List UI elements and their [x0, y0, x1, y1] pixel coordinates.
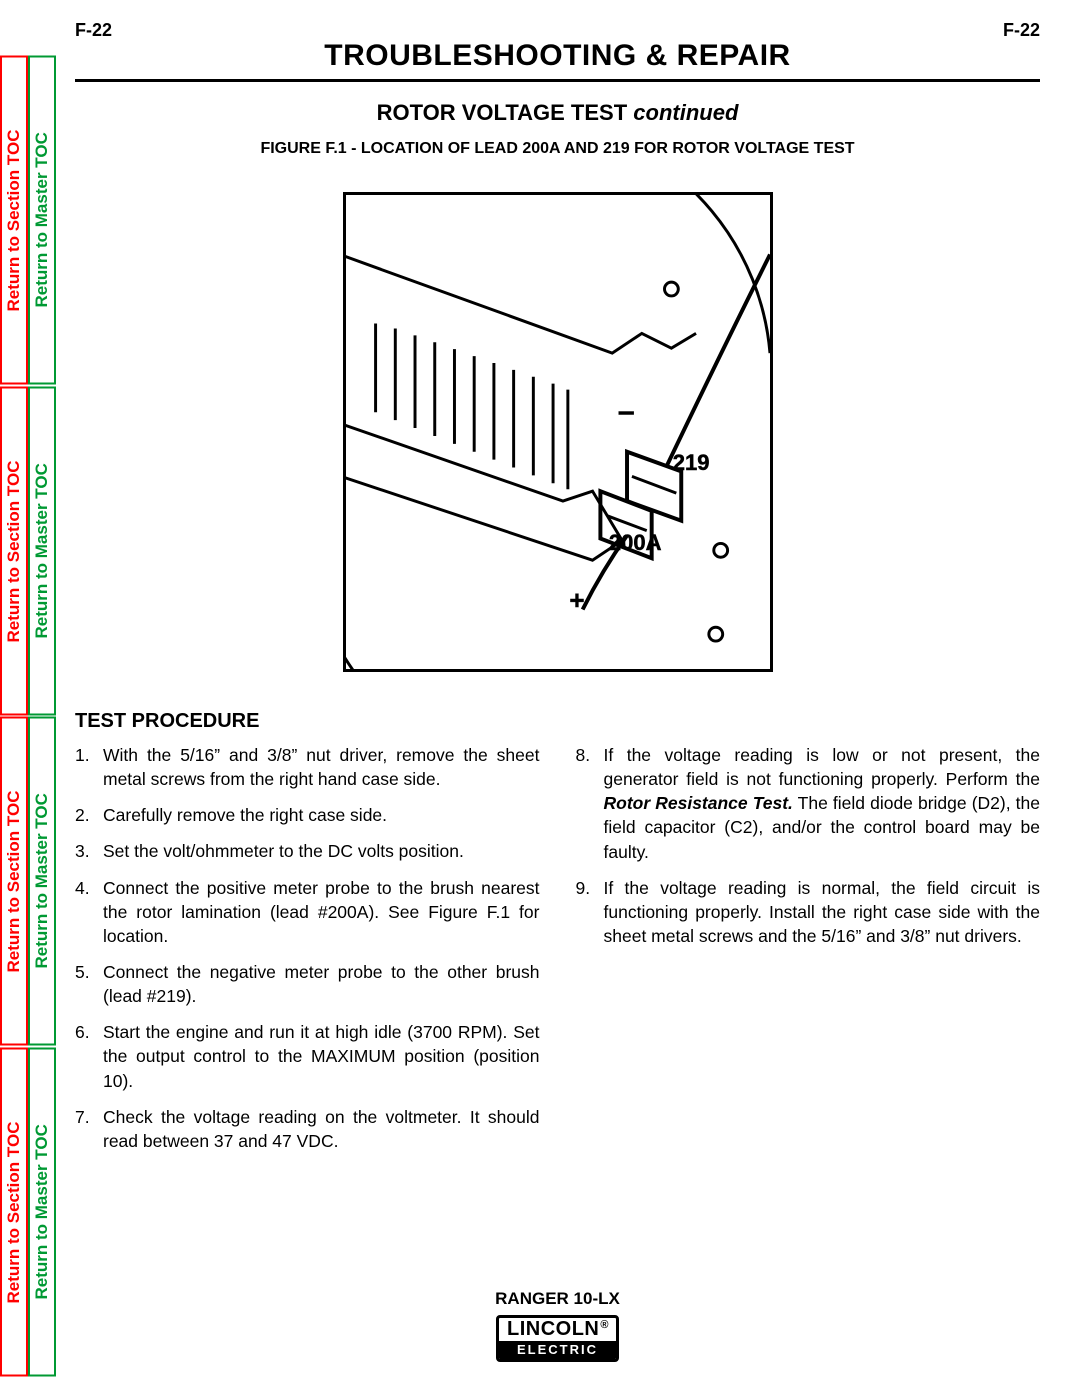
step-3: 3.Set the volt/ohmmeter to the DC volts …	[75, 839, 540, 863]
section-heading: TEST PROCEDURE	[75, 710, 1040, 733]
figure-label-219: 219	[673, 450, 710, 476]
model-name: RANGER 10-LX	[75, 1289, 1040, 1309]
step-4: 4.Connect the positive meter probe to th…	[75, 876, 540, 948]
step-1: 1.With the 5/16” and 3/8” nut driver, re…	[75, 743, 540, 791]
return-section-toc-link[interactable]: Return to Section TOC	[0, 56, 28, 385]
lincoln-logo: LINCOLN® ELECTRIC	[496, 1315, 619, 1362]
figure-label-plus: +	[569, 585, 584, 616]
procedure-col-left: 1.With the 5/16” and 3/8” nut driver, re…	[75, 743, 540, 1165]
logo-registered: ®	[600, 1319, 609, 1331]
section-toc-column: Return to Section TOC Return to Section …	[0, 55, 28, 1377]
return-section-toc-link[interactable]: Return to Section TOC	[0, 387, 28, 716]
return-master-toc-link[interactable]: Return to Master TOC	[28, 56, 56, 385]
procedure-columns: 1.With the 5/16” and 3/8” nut driver, re…	[75, 743, 1040, 1165]
return-section-toc-link[interactable]: Return to Section TOC	[0, 1048, 28, 1377]
procedure-col-right: 8. If the voltage reading is low or not …	[576, 743, 1041, 1165]
logo-top-text: LINCOLN	[507, 1318, 599, 1340]
step-8: 8. If the voltage reading is low or not …	[576, 743, 1041, 864]
master-toc-column: Return to Master TOC Return to Master TO…	[28, 55, 56, 1377]
subtitle: ROTOR VOLTAGE TEST continued	[75, 100, 1040, 126]
step-5: 5.Connect the negative meter probe to th…	[75, 960, 540, 1008]
page-header: F-22 F-22	[75, 20, 1040, 41]
page-content: F-22 F-22 TROUBLESHOOTING & REPAIR ROTOR…	[75, 20, 1040, 1367]
logo-bottom-text: ELECTRIC	[499, 1341, 616, 1359]
step-7: 7.Check the voltage reading on the voltm…	[75, 1105, 540, 1153]
subtitle-main: ROTOR VOLTAGE TEST	[377, 100, 628, 125]
rotor-diagram-icon	[346, 195, 770, 669]
step-9: 9.If the voltage reading is normal, the …	[576, 876, 1041, 948]
step-6: 6.Start the engine and run it at high id…	[75, 1020, 540, 1092]
return-master-toc-link[interactable]: Return to Master TOC	[28, 1048, 56, 1377]
figure-label-200a: 200A	[609, 530, 662, 556]
figure-label-minus: –	[618, 395, 635, 429]
figure-caption: FIGURE F.1 - LOCATION OF LEAD 200A AND 2…	[75, 140, 1040, 158]
page-footer: RANGER 10-LX LINCOLN® ELECTRIC	[75, 1289, 1040, 1367]
page-title: TROUBLESHOOTING & REPAIR	[75, 39, 1040, 73]
side-toc-tabs: Return to Section TOC Return to Section …	[0, 55, 60, 1377]
step-2: 2.Carefully remove the right case side.	[75, 803, 540, 827]
return-section-toc-link[interactable]: Return to Section TOC	[0, 717, 28, 1046]
return-master-toc-link[interactable]: Return to Master TOC	[28, 717, 56, 1046]
return-master-toc-link[interactable]: Return to Master TOC	[28, 387, 56, 716]
figure-f1: – 219 200A +	[343, 192, 773, 672]
subtitle-continued: continued	[633, 100, 738, 125]
page-number-left: F-22	[75, 20, 112, 41]
title-rule	[75, 79, 1040, 82]
page-number-right: F-22	[1003, 20, 1040, 41]
